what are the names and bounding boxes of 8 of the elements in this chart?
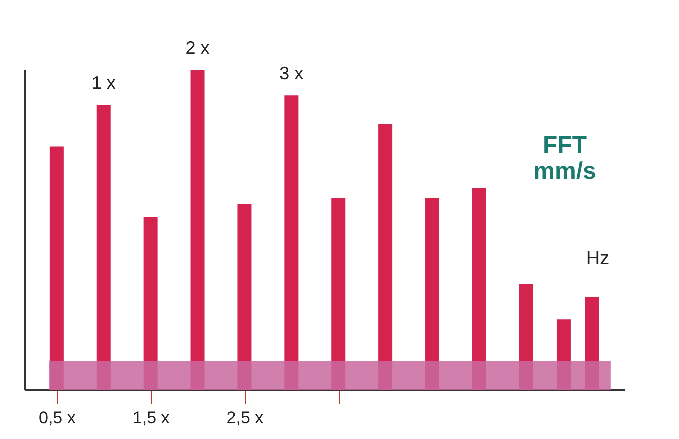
x-axis-title: Hz: [586, 248, 610, 270]
x-tick-label: 2,5 x: [226, 408, 264, 428]
annotation: 1 x: [92, 73, 116, 94]
annotation: 2 x: [186, 38, 210, 58]
y-axis-title: FFT mm/s: [534, 132, 596, 185]
x-tick-label: 0,5 x: [38, 408, 76, 428]
annotation: 3 x: [280, 64, 304, 84]
x-tick-label: 1,5 x: [132, 408, 170, 428]
